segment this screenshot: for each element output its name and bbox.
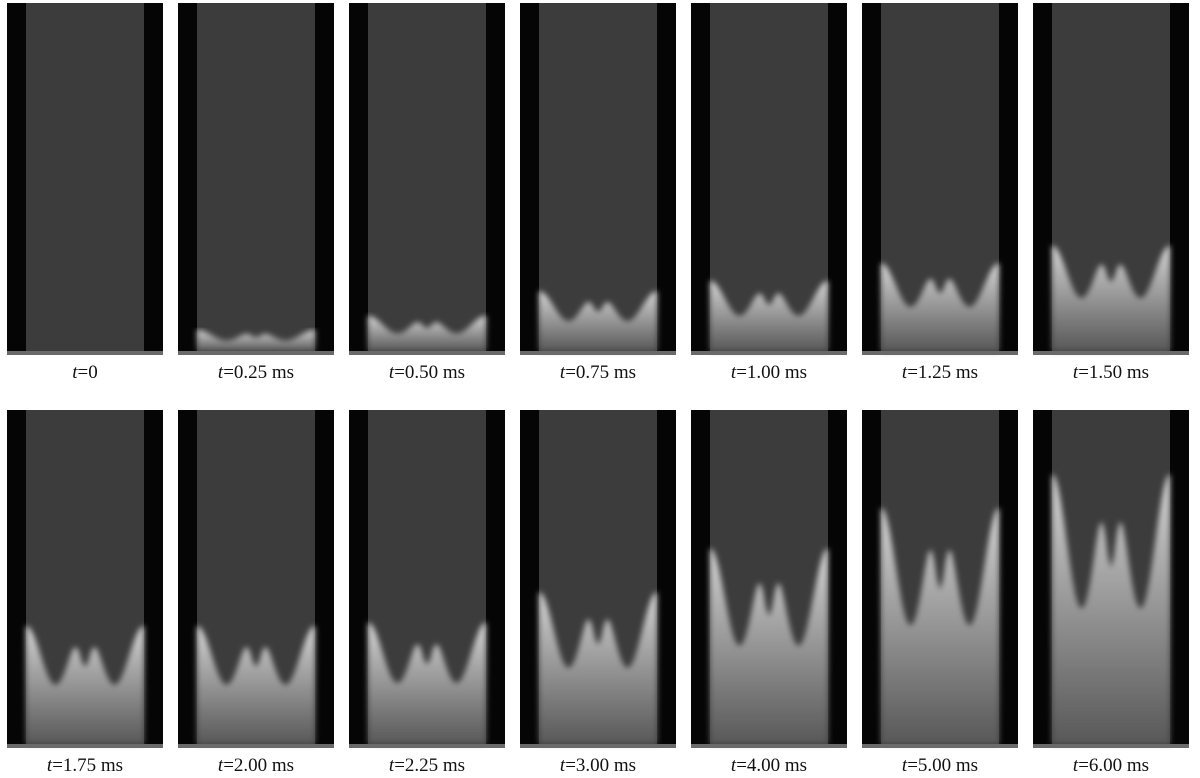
- plume: [710, 280, 828, 351]
- caption-value: =0.75 ms: [565, 362, 636, 383]
- frame-background: [539, 3, 657, 351]
- caption-variable: t: [389, 362, 395, 383]
- plume: [539, 591, 657, 744]
- caption-variable: t: [218, 362, 224, 383]
- caption-variable: t: [1073, 362, 1079, 383]
- caption: t=1.75 ms: [47, 755, 123, 776]
- frame: [1033, 3, 1189, 355]
- caption-variable: t: [902, 755, 908, 776]
- caption: t=1.50 ms: [1073, 362, 1149, 383]
- frame-base: [862, 351, 1018, 355]
- frame-background: [710, 3, 828, 351]
- frame-base: [7, 351, 163, 355]
- frame-background: [881, 3, 999, 351]
- plume: [197, 625, 315, 744]
- caption-value: =1.75 ms: [52, 755, 123, 776]
- plume: [26, 625, 144, 744]
- frame-background: [368, 3, 486, 351]
- frame-base: [178, 351, 334, 355]
- caption-value: =0.50 ms: [394, 362, 465, 383]
- caption-variable: t: [560, 755, 566, 776]
- frame: [178, 3, 334, 355]
- plume: [881, 263, 999, 351]
- caption-variable: t: [731, 755, 737, 776]
- frame: [7, 410, 163, 748]
- caption-value: =2.25 ms: [394, 755, 465, 776]
- frame-base: [520, 744, 676, 748]
- frame: [862, 410, 1018, 748]
- plume: [1052, 245, 1170, 351]
- frame-base: [520, 351, 676, 355]
- frame-base: [349, 351, 505, 355]
- plume: [197, 329, 315, 351]
- frame: [520, 410, 676, 748]
- caption: t=2.25 ms: [389, 755, 465, 776]
- frame: [1033, 410, 1189, 748]
- caption-variable: t: [389, 755, 395, 776]
- caption: t=0: [72, 362, 98, 383]
- caption-value: =1.50 ms: [1078, 362, 1149, 383]
- caption-value: =5.00 ms: [907, 755, 978, 776]
- caption-variable: t: [218, 755, 224, 776]
- caption: t=4.00 ms: [731, 755, 807, 776]
- frame-background: [26, 3, 144, 351]
- caption-value: =0: [78, 362, 98, 383]
- caption: t=1.00 ms: [731, 362, 807, 383]
- caption-value: =4.00 ms: [736, 755, 807, 776]
- caption-value: =1.25 ms: [907, 362, 978, 383]
- caption: t=6.00 ms: [1073, 755, 1149, 776]
- frame-base: [1033, 744, 1189, 748]
- frame: [178, 410, 334, 748]
- caption-value: =1.00 ms: [736, 362, 807, 383]
- frame: [691, 410, 847, 748]
- caption-variable: t: [1073, 755, 1079, 776]
- frame-background: [197, 3, 315, 351]
- caption: t=3.00 ms: [560, 755, 636, 776]
- caption-variable: t: [731, 362, 737, 383]
- frame-base: [862, 744, 1018, 748]
- frame-base: [691, 744, 847, 748]
- caption-variable: t: [47, 755, 53, 776]
- caption-value: =3.00 ms: [565, 755, 636, 776]
- caption-variable: t: [902, 362, 908, 383]
- caption: t=0.50 ms: [389, 362, 465, 383]
- caption-value: =2.00 ms: [223, 755, 294, 776]
- caption: t=1.25 ms: [902, 362, 978, 383]
- frame-base: [349, 744, 505, 748]
- caption: t=2.00 ms: [218, 755, 294, 776]
- plume: [539, 291, 657, 351]
- plume: [368, 315, 486, 351]
- caption-variable: t: [560, 362, 566, 383]
- caption-variable: t: [72, 362, 78, 383]
- frame-base: [1033, 351, 1189, 355]
- caption-value: =6.00 ms: [1078, 755, 1149, 776]
- frame: [520, 3, 676, 355]
- caption: t=5.00 ms: [902, 755, 978, 776]
- frame: [349, 410, 505, 748]
- caption-value: =0.25 ms: [223, 362, 294, 383]
- frame: [862, 3, 1018, 355]
- plume: [710, 547, 828, 744]
- plume: [368, 622, 486, 744]
- plume: [881, 507, 999, 744]
- frame: [7, 3, 163, 355]
- frame-base: [691, 351, 847, 355]
- frame: [349, 3, 505, 355]
- frame-base: [178, 744, 334, 748]
- caption: t=0.75 ms: [560, 362, 636, 383]
- plume: [1052, 473, 1170, 744]
- frame-base: [7, 744, 163, 748]
- frame: [691, 3, 847, 355]
- caption: t=0.25 ms: [218, 362, 294, 383]
